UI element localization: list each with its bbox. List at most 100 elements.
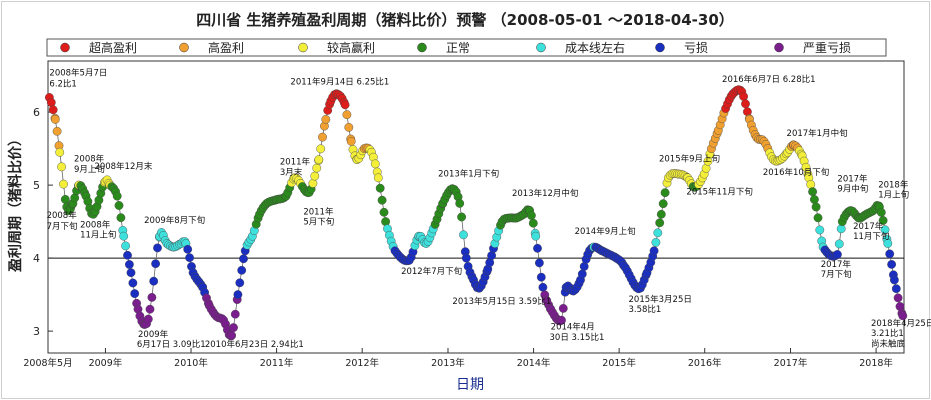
annotation-label: 2011年9月14日 6.25比1 [290, 76, 389, 87]
annotation-label: 2017年1月中旬 [787, 128, 848, 139]
x-tick-label: 2012年 [345, 357, 379, 369]
data-point [898, 311, 908, 321]
data-point [233, 290, 243, 299]
data-point [883, 239, 893, 248]
data-point [536, 272, 546, 282]
data-point [535, 258, 544, 268]
annotation-label: 2008年 [47, 210, 78, 221]
annotation-label: 2014年9月上旬 [575, 226, 636, 237]
legend-marker [417, 42, 427, 53]
data-point [321, 115, 331, 124]
data-point [114, 201, 124, 210]
data-point [229, 323, 238, 332]
data-point [810, 195, 819, 204]
legend-label: 亏损 [684, 41, 708, 55]
data-point [656, 209, 666, 219]
chart-title: 四川省 生猪养殖盈利周期（猪料比价）预警 （2008-05-01 ～2018-0… [196, 11, 734, 29]
data-point [235, 278, 245, 288]
data-point [143, 314, 153, 324]
data-point [887, 259, 896, 269]
data-point [373, 173, 383, 183]
annotation-label: 2008年 [74, 154, 105, 165]
x-tick-label: 2009年 [89, 357, 123, 369]
data-point [57, 162, 66, 172]
data-point [660, 188, 670, 198]
y-tick-label: 5 [33, 179, 40, 192]
x-axis-label: 日期 [456, 377, 484, 393]
annotation-label: 9月中旬 [837, 184, 868, 195]
data-point [808, 187, 817, 197]
y-axis-label: 盈利周期（猪料比价） [7, 132, 24, 273]
annotation-label: 2009年8月下旬 [144, 215, 205, 226]
y-tick-label: 6 [33, 106, 40, 119]
annotation-label: 7月下旬 [47, 221, 78, 232]
annotation-label: 3.21比1 [871, 328, 904, 339]
annotation-label: 2017年 [853, 221, 884, 232]
data-point [52, 126, 62, 136]
annotation-label: 6月17日 3.09比1 [137, 339, 206, 350]
annotation-label: 2013年1月下旬 [438, 168, 499, 179]
data-point [558, 303, 568, 313]
data-point [455, 198, 465, 208]
data-point [461, 253, 471, 263]
data-point [318, 132, 327, 142]
data-point [653, 228, 663, 238]
data-point [230, 309, 240, 319]
data-point [658, 199, 668, 209]
data-point [126, 268, 136, 278]
data-point [833, 250, 842, 259]
x-tick-label: 2016年 [688, 357, 722, 369]
data-point [239, 254, 248, 264]
legend-label: 高盈利 [208, 40, 244, 55]
annotation-label: 11月上旬 [80, 230, 116, 241]
data-point [346, 136, 356, 146]
annotation-label: 2008年12月末 [94, 161, 152, 172]
x-tick-label: 2008年5月 [23, 357, 72, 369]
data-point [880, 225, 890, 235]
data-point [112, 191, 122, 201]
annotation-label: 2008年5月7日 [49, 68, 107, 79]
annotation-label: 2008年 [80, 219, 111, 230]
data-point [183, 244, 193, 254]
x-tick-label: 2018年 [859, 357, 893, 369]
data-point [878, 216, 888, 225]
annotation-label: 2011年 [303, 206, 334, 217]
data-point [876, 207, 886, 217]
annotation-label: 2011年 [280, 157, 311, 168]
annotation-label: 11月下旬 [853, 231, 889, 242]
plot-area: 3 4 5 6 2008年5月 2009年 2010年 2011年 2012年 2013年 2014… [23, 60, 931, 369]
y-tick-label: 3 [33, 325, 40, 338]
data-point [377, 195, 387, 205]
data-point [533, 243, 542, 253]
legend-marker [655, 42, 665, 53]
data-point [528, 218, 538, 228]
annotation-label: 2018年4月25日 [871, 318, 931, 329]
legend-marker [774, 42, 784, 53]
data-point [124, 260, 134, 269]
data-point [834, 239, 844, 249]
annotation-label: 2015年9月上旬 [659, 154, 720, 165]
data-point [308, 178, 318, 188]
annotation-label: 2018年 [878, 179, 909, 190]
data-point [527, 211, 536, 220]
data-point [59, 179, 68, 189]
data-point [459, 230, 468, 240]
legend-label: 正常 [446, 41, 470, 55]
annotation-label: 2012年7月下旬 [401, 266, 462, 277]
data-point [344, 123, 354, 132]
legend-label: 严重亏损 [803, 41, 851, 55]
data-point [891, 284, 901, 294]
data-point [813, 213, 823, 223]
x-tick-label: 2015年 [602, 357, 636, 369]
data-point [651, 237, 661, 247]
data-point [457, 212, 466, 222]
annotation-label: 2014年4月 [551, 322, 595, 333]
data-point [577, 269, 587, 279]
legend-label: 较高赢利 [327, 40, 375, 55]
legend-marker [298, 42, 308, 53]
annotation-label: 1月上旬 [878, 190, 909, 201]
annotation-label: 3月末 [280, 167, 303, 178]
annotation-label: 2015年11月下旬 [686, 187, 752, 198]
annotation-label: 7月下旬 [821, 269, 852, 280]
x-tick-label: 2014年 [517, 357, 551, 369]
